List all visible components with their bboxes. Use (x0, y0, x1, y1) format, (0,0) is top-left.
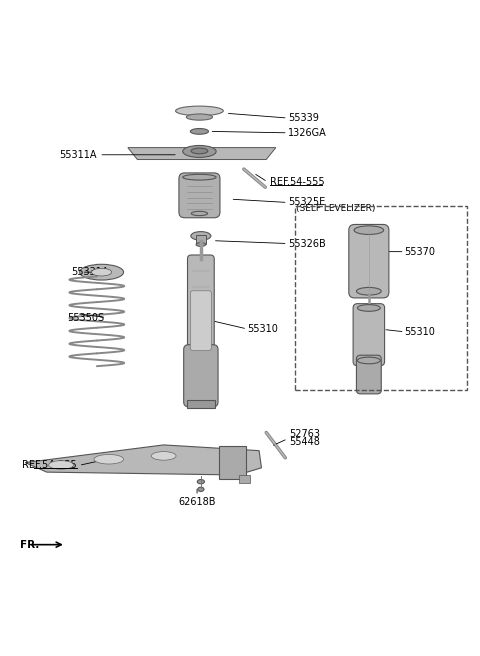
Text: 55331A: 55331A (71, 267, 109, 277)
Polygon shape (128, 148, 276, 159)
Text: FR.: FR. (21, 540, 40, 550)
Text: 55310: 55310 (247, 324, 278, 334)
Polygon shape (25, 445, 262, 475)
Text: 55325E: 55325E (288, 197, 325, 207)
FancyBboxPatch shape (353, 304, 384, 365)
Ellipse shape (358, 357, 380, 364)
FancyBboxPatch shape (349, 224, 389, 298)
Text: 55310: 55310 (405, 327, 435, 337)
Ellipse shape (358, 304, 380, 312)
Bar (295, 206, 467, 390)
FancyBboxPatch shape (191, 291, 211, 350)
Ellipse shape (197, 480, 204, 484)
Text: 55448: 55448 (289, 437, 321, 447)
Ellipse shape (92, 268, 112, 276)
Bar (196, 235, 205, 245)
Ellipse shape (94, 455, 123, 464)
Ellipse shape (183, 174, 216, 180)
Ellipse shape (191, 232, 211, 240)
FancyBboxPatch shape (188, 255, 214, 356)
Ellipse shape (176, 106, 223, 115)
Ellipse shape (191, 129, 208, 134)
Ellipse shape (192, 211, 207, 216)
Ellipse shape (183, 146, 216, 157)
Ellipse shape (198, 487, 204, 491)
Text: 55326B: 55326B (288, 239, 325, 249)
Bar (187, 400, 215, 408)
Text: 52763: 52763 (289, 430, 321, 440)
Text: 55370: 55370 (405, 247, 436, 256)
Ellipse shape (357, 287, 381, 295)
Ellipse shape (354, 226, 384, 234)
Text: REF.54-555: REF.54-555 (22, 461, 77, 470)
Ellipse shape (151, 451, 176, 461)
Text: 62618B: 62618B (178, 497, 216, 507)
Text: 55311A: 55311A (60, 150, 97, 160)
Text: 55339: 55339 (288, 113, 319, 123)
Text: 55350S: 55350S (67, 312, 104, 323)
FancyBboxPatch shape (179, 173, 220, 218)
Text: 1326GA: 1326GA (288, 128, 326, 138)
Ellipse shape (196, 243, 205, 247)
Text: (SELF LEVELIZER): (SELF LEVELIZER) (296, 205, 375, 213)
Bar (218, 446, 246, 480)
FancyBboxPatch shape (184, 344, 218, 407)
Ellipse shape (191, 148, 208, 154)
Ellipse shape (48, 461, 73, 469)
FancyBboxPatch shape (357, 355, 381, 394)
Text: REF.54-555: REF.54-555 (270, 177, 324, 187)
Bar (239, 476, 250, 483)
Ellipse shape (80, 264, 123, 280)
Ellipse shape (186, 114, 213, 120)
